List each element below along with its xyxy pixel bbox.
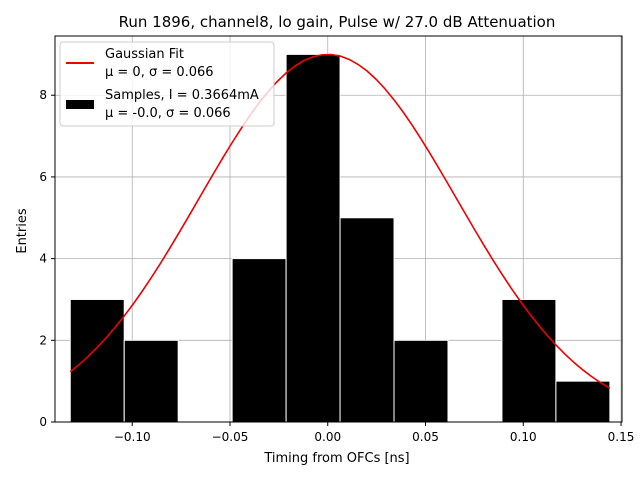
histogram-bar-4 xyxy=(285,53,341,423)
y-axis-ticks: 0 2 4 6 8 xyxy=(39,88,55,429)
x-axis-ticks: −0.10 −0.05 0.00 0.05 0.10 0.15 xyxy=(114,422,635,444)
x-tick-label-4: 0.10 xyxy=(510,430,537,444)
x-tick-label-0: −0.10 xyxy=(114,430,151,444)
y-tick-label-1: 2 xyxy=(39,333,47,347)
y-tick-label-4: 8 xyxy=(39,88,47,102)
histogram-bars xyxy=(69,53,611,423)
legend-fit-stats: μ = 0, σ = 0.066 xyxy=(105,65,214,80)
histogram-bar-9 xyxy=(555,380,611,423)
histogram-bar-5 xyxy=(339,217,395,423)
plot-frame xyxy=(54,35,623,423)
y-tick-label-3: 6 xyxy=(39,170,47,184)
legend-histogram-stats: μ = -0.0, σ = 0.066 xyxy=(105,106,231,121)
gaussian-fit-layer xyxy=(69,53,611,390)
y-tick-label-2: 4 xyxy=(39,252,47,266)
legend-box xyxy=(59,41,275,127)
histogram-bar-6 xyxy=(393,339,449,423)
histogram-bar-1 xyxy=(123,339,179,423)
y-tick-label-0: 0 xyxy=(39,415,47,429)
histogram-bar-0 xyxy=(69,298,125,423)
legend: Gaussian Fit μ = 0, σ = 0.066 Samples, I… xyxy=(59,41,275,127)
gaussian-fit-line xyxy=(69,53,611,390)
x-tick-label-1: −0.05 xyxy=(212,430,249,444)
legend-fit-label: Gaussian Fit xyxy=(105,47,184,62)
legend-histogram-label: Samples, I = 0.3664mA xyxy=(105,88,259,103)
x-axis-label: Timing from OFCs [ns] xyxy=(263,451,409,466)
x-tick-label-5: 0.15 xyxy=(608,430,635,444)
x-tick-label-3: 0.05 xyxy=(412,430,439,444)
histogram-bar-3 xyxy=(231,258,287,423)
y-axis-label: Entries xyxy=(15,208,30,254)
x-tick-label-2: 0.00 xyxy=(314,430,341,444)
histogram-bar-8 xyxy=(501,298,557,423)
chart-title: Run 1896, channel8, lo gain, Pulse w/ 27… xyxy=(119,13,556,31)
legend-histogram-swatch xyxy=(66,100,94,109)
